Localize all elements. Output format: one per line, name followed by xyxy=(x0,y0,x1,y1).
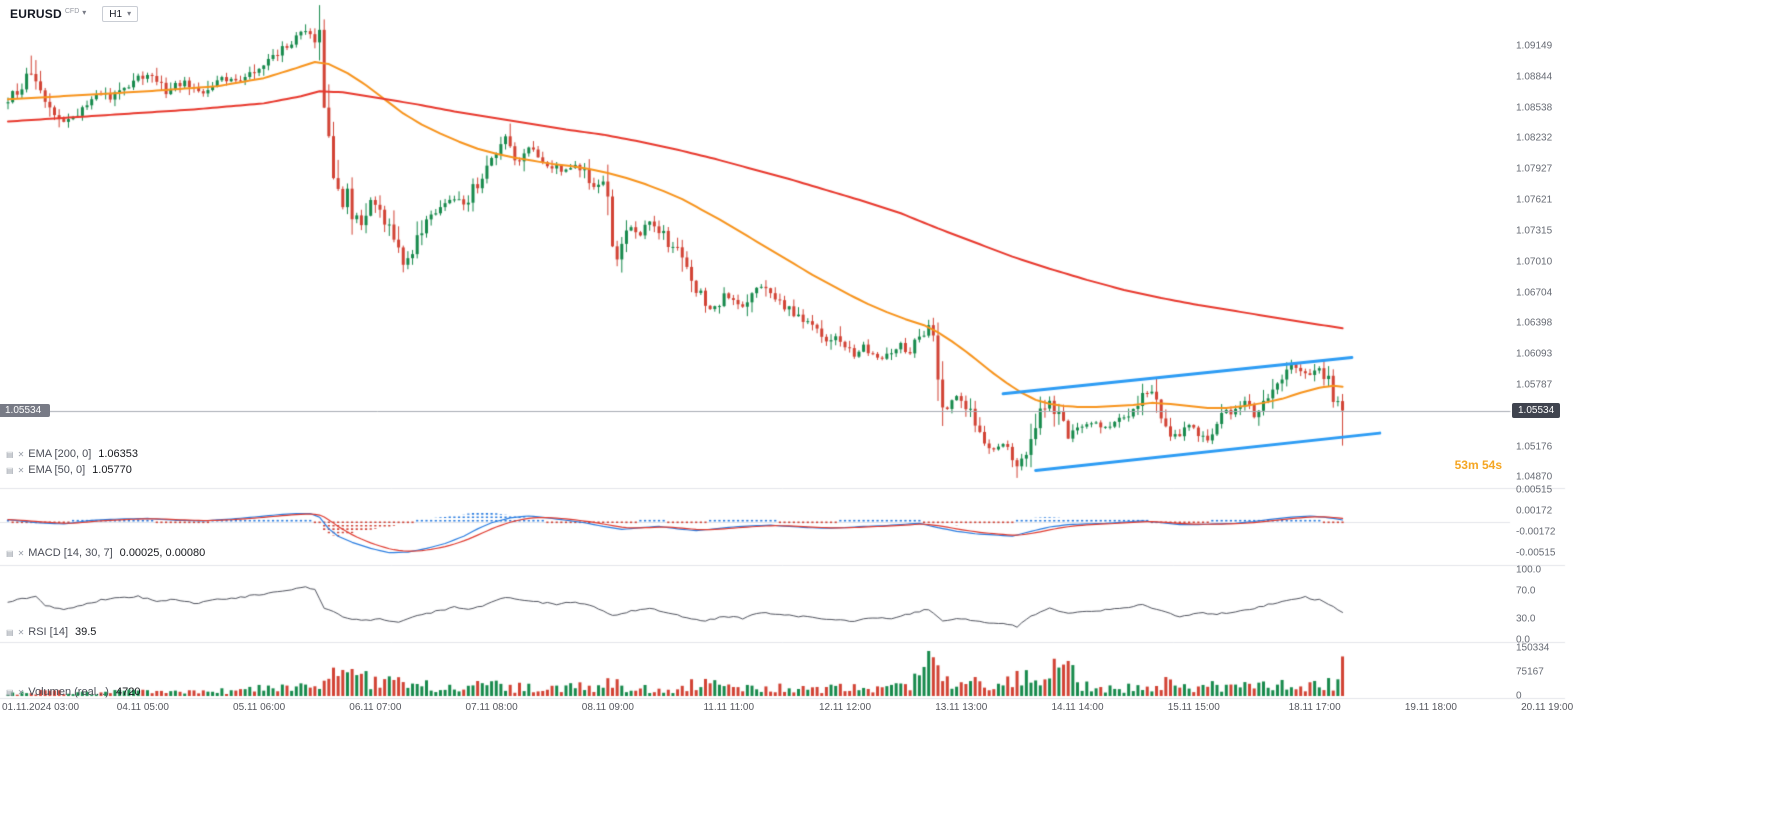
price-axis-tick: 1.07010 xyxy=(1516,256,1553,268)
time-axis-label: 20.11 19:00 xyxy=(1521,702,1574,713)
chevron-down-icon: ▾ xyxy=(127,9,132,18)
price-axis-tick: 1.08538 xyxy=(1516,102,1553,114)
time-axis-label: 12.11 12:00 xyxy=(818,702,872,713)
ema200-label: EMA [200, 0] xyxy=(28,448,92,460)
macd-label: MACD [14, 30, 7] xyxy=(28,547,113,559)
time-axis-label: 14.11 14:00 xyxy=(1051,702,1104,713)
volume-legend: ▤ ✕ Volumen (real...) 4720 xyxy=(6,686,140,698)
indicator-close-icon[interactable]: ✕ xyxy=(17,465,25,475)
price-axis-tick: 1.07621 xyxy=(1516,194,1553,206)
macd-values: 0.00025, 0.00080 xyxy=(119,547,206,559)
instrument-type-label: CFD xyxy=(64,8,80,15)
price-axis-tick: 1.07315 xyxy=(1516,225,1553,237)
time-axis-label: 01.11.2024 03:00 xyxy=(2,702,80,713)
time-axis-label: 08.11 09:00 xyxy=(581,702,634,713)
ema200-value: 1.06353 xyxy=(98,448,139,460)
rsi-value: 39.5 xyxy=(75,626,97,638)
indicator-close-icon[interactable]: ✕ xyxy=(17,548,25,558)
rsi-label: RSI [14] xyxy=(28,626,69,638)
timeframe-label: H1 xyxy=(109,8,123,20)
volume-axis-tick: 0 xyxy=(1516,690,1522,702)
symbol-name: EURUSD xyxy=(10,7,62,21)
rsi-axis-tick: 70.0 xyxy=(1516,585,1536,597)
macd-axis-tick: 0.00172 xyxy=(1516,505,1553,517)
ema50-label: EMA [50, 0] xyxy=(28,464,86,476)
indicator-settings-icon[interactable]: ▤ xyxy=(6,627,14,637)
toolbar: EURUSD CFD ▾ H1 ▾ xyxy=(10,6,139,22)
bar-countdown: 53m 54s xyxy=(1454,458,1502,472)
time-axis-label: 19.11 18:00 xyxy=(1404,702,1457,713)
macd-axis-tick: 0.00515 xyxy=(1516,484,1553,496)
ema50-value: 1.05770 xyxy=(92,464,132,476)
time-axis-label: 06.11 07:00 xyxy=(349,702,402,713)
time-axis-label: 18.11 17:00 xyxy=(1288,702,1341,713)
price-axis-tick: 1.09149 xyxy=(1516,40,1553,52)
price-axis-tick: 1.08844 xyxy=(1516,71,1553,83)
price-axis-tick: 1.06398 xyxy=(1516,317,1553,329)
indicator-settings-icon[interactable]: ▤ xyxy=(6,548,14,558)
macd-legend: ▤ ✕ MACD [14, 30, 7] 0.00025, 0.00080 xyxy=(6,547,205,559)
time-axis-label: 13.11 13:00 xyxy=(935,702,988,713)
time-axis-label: 04.11 05:00 xyxy=(116,702,169,713)
volume-axis-tick: 150334 xyxy=(1516,642,1550,654)
chevron-down-icon: ▾ xyxy=(82,8,87,17)
indicator-settings-icon[interactable]: ▤ xyxy=(6,465,14,475)
time-axis-label: 05.11 06:00 xyxy=(233,702,286,713)
ema50-legend: ▤ ✕ EMA [50, 0] 1.05770 xyxy=(6,464,132,476)
indicator-close-icon[interactable]: ✕ xyxy=(17,449,25,459)
macd-axis-tick: -0.00172 xyxy=(1516,526,1556,538)
indicator-settings-icon[interactable]: ▤ xyxy=(6,449,14,459)
indicator-close-icon[interactable]: ✕ xyxy=(17,627,25,637)
price-axis-tick: 1.05787 xyxy=(1516,379,1553,391)
rsi-axis-tick: 30.0 xyxy=(1516,613,1536,625)
price-axis-tick: 1.07927 xyxy=(1516,163,1553,175)
macd-axis-tick: -0.00515 xyxy=(1516,547,1556,559)
current-price-badge: 1.05534 xyxy=(1512,403,1561,418)
rsi-axis-tick: 0.0 xyxy=(1516,634,1530,646)
rsi-axis-tick: 100.0 xyxy=(1516,564,1542,576)
indicator-settings-icon[interactable]: ▤ xyxy=(6,687,14,697)
price-axis-tick: 1.05176 xyxy=(1516,441,1553,453)
rsi-legend: ▤ ✕ RSI [14] 39.5 xyxy=(6,626,96,638)
ema200-legend: ▤ ✕ EMA [200, 0] 1.06353 xyxy=(6,448,138,460)
time-axis-label: 11.11 11:00 xyxy=(703,702,755,713)
symbol-selector[interactable]: EURUSD CFD ▾ xyxy=(10,7,86,21)
time-axis-label: 07.11 08:00 xyxy=(465,702,518,713)
volume-axis-tick: 75167 xyxy=(1516,666,1544,678)
price-axis-tick: 1.06093 xyxy=(1516,348,1553,360)
timeframe-selector[interactable]: H1 ▾ xyxy=(102,6,139,22)
volume-label: Volumen (real...) xyxy=(28,686,109,698)
current-price-tag-left: 1.05534 xyxy=(0,404,51,417)
volume-value: 4720 xyxy=(115,686,141,698)
time-axis-label: 15.11 15:00 xyxy=(1167,702,1220,713)
price-axis-tick: 1.06704 xyxy=(1516,287,1553,299)
price-axis-tick: 1.08232 xyxy=(1516,132,1553,144)
price-axis-tick: 1.04870 xyxy=(1516,471,1553,483)
indicator-close-icon[interactable]: ✕ xyxy=(17,687,25,697)
